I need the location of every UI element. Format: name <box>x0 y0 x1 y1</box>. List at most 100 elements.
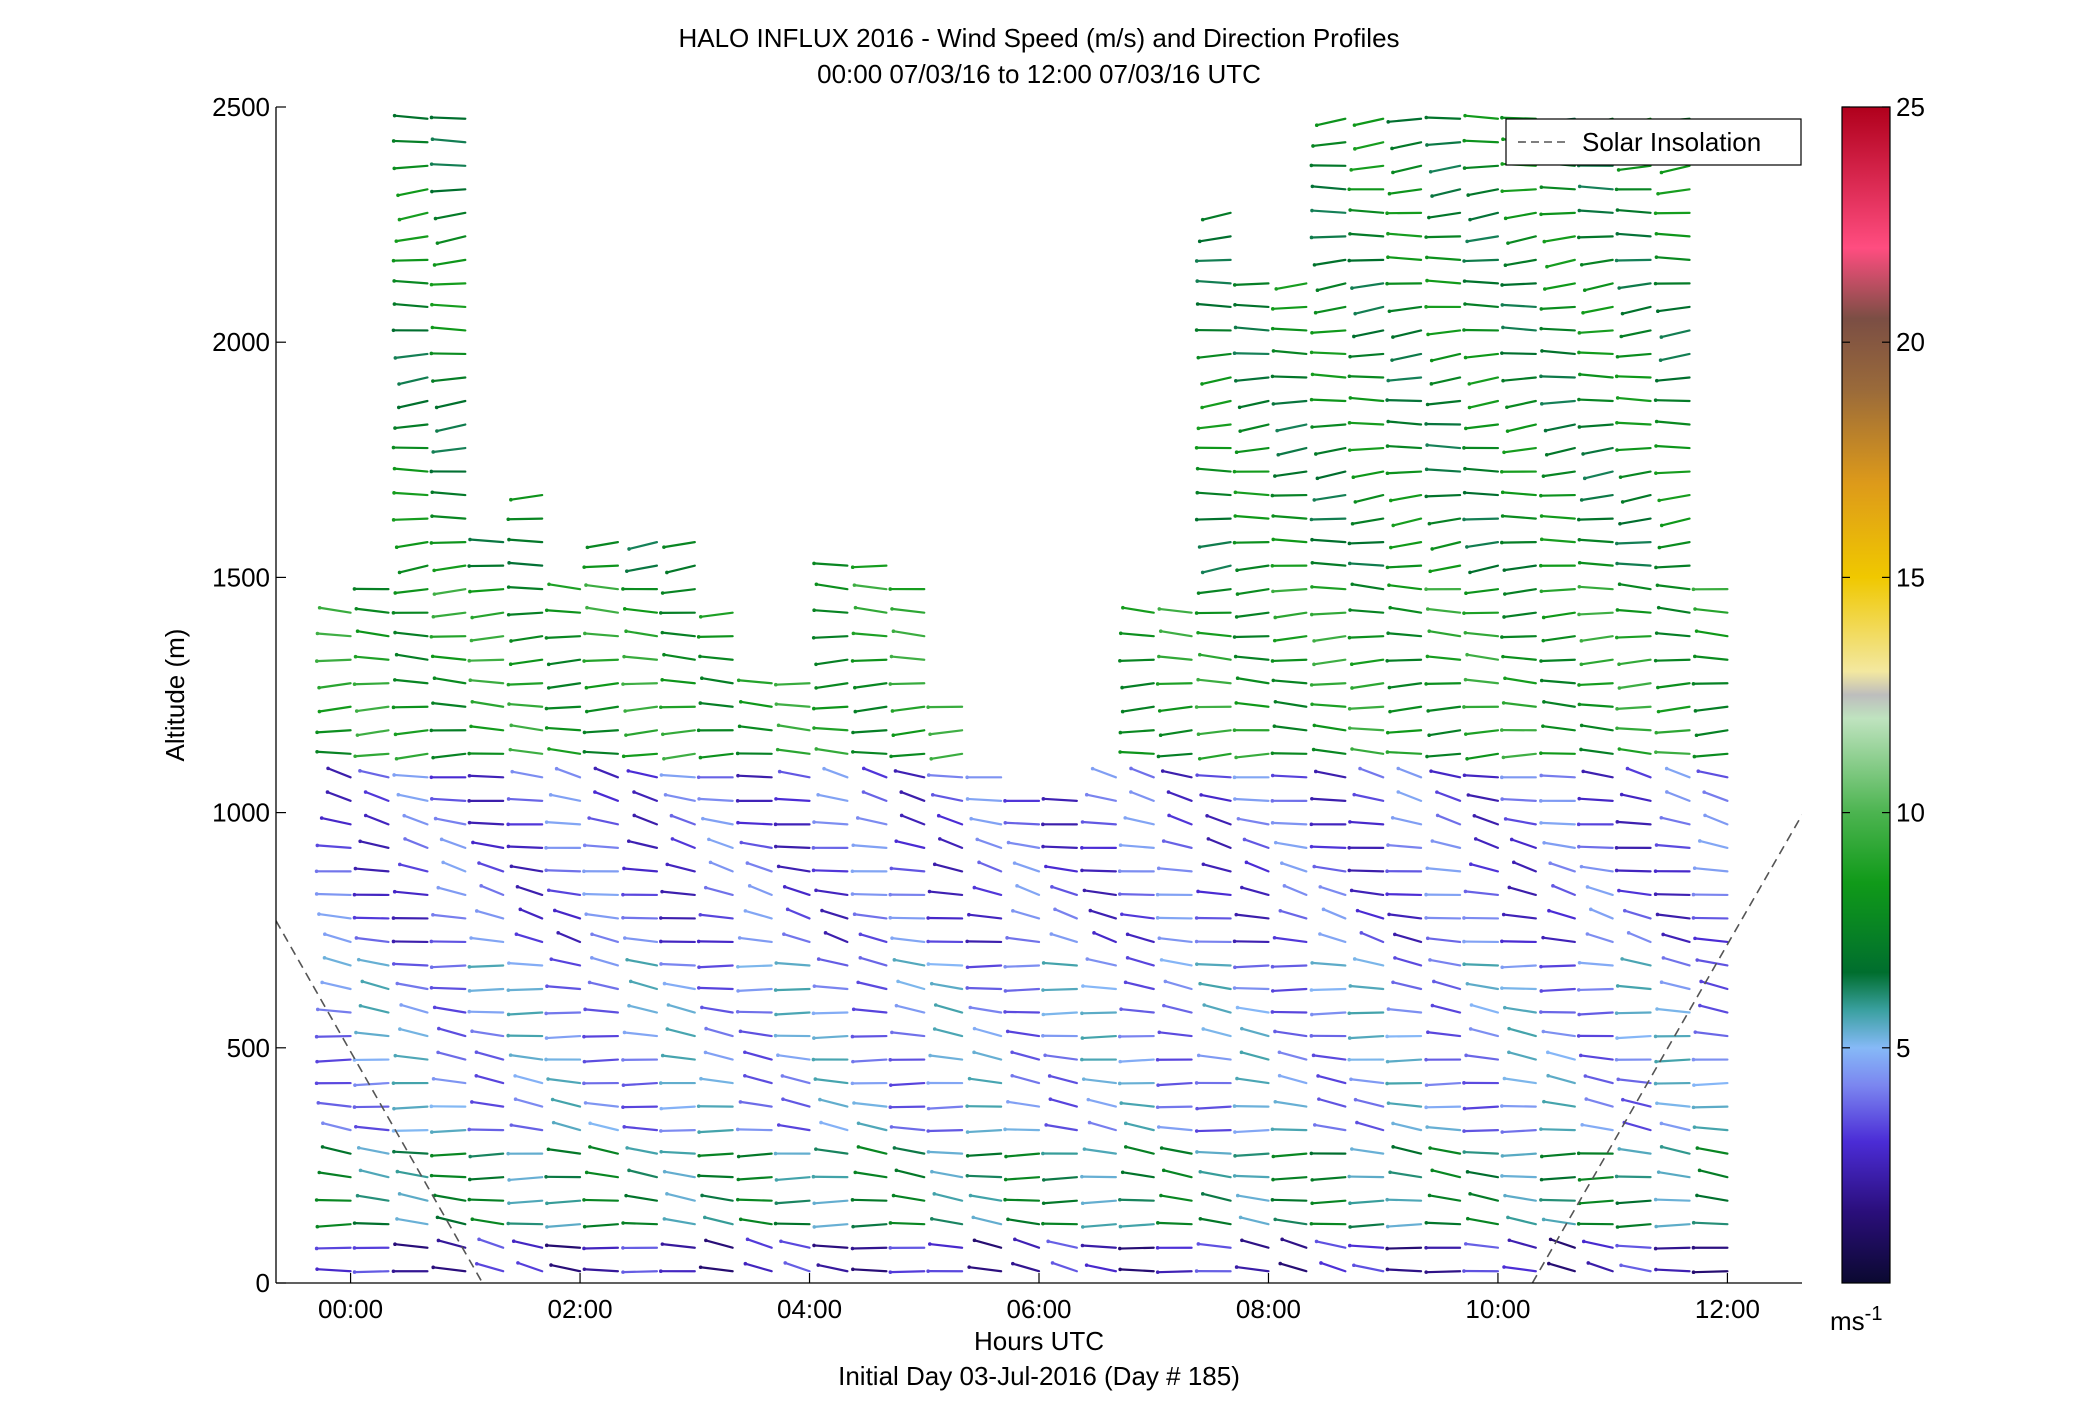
wind-arrow-head <box>1654 843 1659 847</box>
wind-arrow <box>889 682 926 686</box>
wind-arrow-head <box>1312 723 1317 728</box>
wind-arrow-head <box>1270 1010 1275 1014</box>
wind-arrow-head <box>929 756 934 761</box>
wind-arrow <box>812 1011 849 1015</box>
wind-arrow-head <box>662 981 667 986</box>
wind-arrow-head <box>1240 885 1244 890</box>
wind-arrow <box>545 726 582 732</box>
wind-arrow-head <box>1539 563 1543 568</box>
wind-arrow-head <box>1435 813 1440 818</box>
wind-arrow-head <box>851 1224 855 1229</box>
wind-arrow <box>786 908 811 920</box>
wind-arrow-head <box>1385 1197 1389 1202</box>
wind-arrow-head <box>965 1174 970 1178</box>
wind-arrow-head <box>1425 607 1430 611</box>
wind-arrow <box>1316 282 1347 292</box>
wind-arrow-head <box>698 654 702 659</box>
wind-arrow <box>480 884 505 897</box>
wind-arrow-head <box>1462 1150 1467 1154</box>
wind-arrow <box>1234 376 1270 382</box>
wind-arrow <box>1311 373 1347 379</box>
wind-arrow-head <box>429 1104 434 1109</box>
wind-arrow <box>813 1223 849 1229</box>
wind-arrow <box>1427 705 1462 712</box>
wind-arrow <box>1160 1146 1193 1155</box>
wind-arrow <box>584 1101 620 1108</box>
wind-arrow <box>1121 1171 1155 1179</box>
wind-arrow-head <box>1692 1083 1696 1087</box>
wind-arrow <box>545 1223 582 1228</box>
wind-arrow-head <box>1233 490 1238 495</box>
wind-arrow <box>1387 584 1423 591</box>
wind-arrow-head <box>1347 726 1352 730</box>
wind-arrow <box>1011 909 1041 920</box>
wind-arrow <box>738 725 773 732</box>
wind-arrow-head <box>396 405 401 410</box>
wind-arrow <box>1051 1261 1078 1273</box>
wind-arrow-head <box>1233 797 1237 801</box>
wind-arrow <box>851 1058 888 1063</box>
wind-arrow-head <box>1385 565 1390 570</box>
wind-arrow <box>1660 816 1691 826</box>
wind-arrow <box>1271 375 1308 379</box>
wind-arrow-head <box>782 884 787 889</box>
wind-arrow <box>400 1003 429 1014</box>
wind-arrow-head <box>1462 490 1467 495</box>
wind-arrow <box>1348 258 1385 262</box>
wind-arrow <box>1121 705 1155 713</box>
wind-arrow <box>1615 705 1652 710</box>
wind-arrow-head <box>1697 1168 1702 1173</box>
wind-arrow <box>1616 232 1652 238</box>
wind-arrow-head <box>1424 422 1428 426</box>
wind-arrow <box>662 752 696 760</box>
wind-arrow-head <box>429 986 434 990</box>
wind-arrow-head <box>1310 1012 1314 1017</box>
wind-arrow-head <box>354 606 359 611</box>
wind-arrow-head <box>1694 629 1699 633</box>
wind-arrow-head <box>429 282 434 287</box>
wind-arrow <box>1350 164 1385 171</box>
legend-box <box>1505 118 1802 166</box>
wind-arrow-head <box>1080 845 1084 850</box>
wind-arrow <box>1425 1105 1462 1109</box>
wind-arrow-head <box>1654 565 1658 570</box>
wind-arrow <box>1388 913 1423 920</box>
wind-arrow <box>393 773 429 779</box>
wind-arrow-head <box>315 1267 319 1271</box>
wind-arrow-head <box>1465 1216 1470 1221</box>
wind-arrow-head <box>1273 840 1278 845</box>
wind-arrow <box>699 913 734 920</box>
wind-arrow <box>666 1027 696 1038</box>
wind-arrow <box>1577 611 1614 616</box>
wind-arrow-head <box>506 1033 511 1038</box>
wind-arrow-head <box>663 792 668 797</box>
wind-arrow <box>433 677 467 685</box>
wind-arrow-head <box>1582 288 1587 292</box>
wind-arrow-head <box>736 965 740 969</box>
wind-arrow-head <box>783 1261 788 1265</box>
wind-arrow-head <box>1577 425 1582 429</box>
wind-arrow-head <box>698 1265 703 1270</box>
wind-arrow-head <box>1347 1057 1352 1062</box>
wind-arrow-head <box>894 1168 899 1173</box>
wind-arrow-head <box>1502 1076 1507 1081</box>
wind-arrow-head <box>1041 822 1045 827</box>
y-tick-label: 2000 <box>212 327 270 357</box>
wind-arrow <box>746 1238 773 1249</box>
wind-arrow-head <box>467 658 472 663</box>
wind-arrow-head <box>811 1174 816 1179</box>
wind-arrow <box>1388 705 1423 713</box>
wind-arrow <box>358 769 390 779</box>
wind-arrow-head <box>665 1027 670 1031</box>
wind-arrow-head <box>430 325 435 330</box>
wind-arrow-head <box>506 797 511 801</box>
wind-arrow <box>1278 1074 1308 1085</box>
wind-arrow-head <box>1310 585 1314 589</box>
wind-arrow <box>1391 164 1423 174</box>
wind-arrow-head <box>1614 374 1619 379</box>
wind-arrow <box>1501 188 1537 193</box>
wind-arrow <box>1393 933 1423 944</box>
wind-arrow-head <box>852 912 857 917</box>
wind-arrow-head <box>967 1265 971 1269</box>
wind-arrow-head <box>1654 444 1658 448</box>
